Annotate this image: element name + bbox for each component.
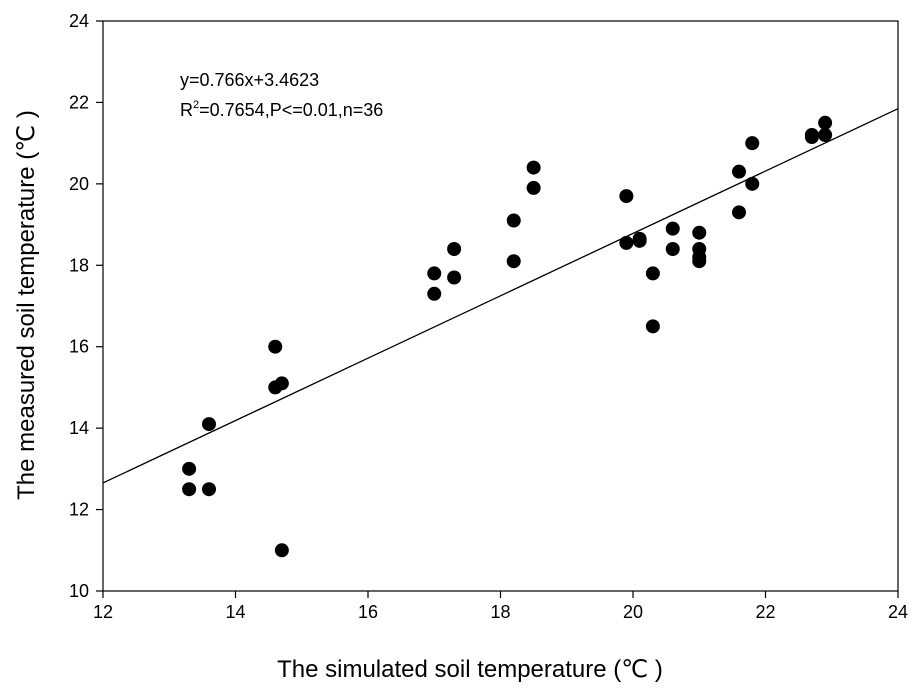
data-point [202, 417, 216, 432]
points-layer [182, 115, 833, 558]
y-tick-label: 22 [69, 92, 89, 112]
data-point [732, 205, 746, 220]
data-point [619, 189, 634, 204]
data-point [182, 482, 197, 497]
r2-prefix: R [180, 100, 193, 120]
data-point [632, 231, 647, 246]
x-tick-label: 16 [358, 602, 378, 622]
data-point [645, 266, 660, 281]
data-point [274, 543, 289, 558]
x-tick-label: 22 [755, 602, 775, 622]
regression-line [102, 108, 899, 484]
regression-equation: y=0.766x+3.4623 [180, 70, 319, 90]
y-tick-label: 20 [69, 174, 89, 194]
data-point [665, 221, 680, 236]
data-point [804, 130, 819, 145]
x-tick-label: 20 [623, 602, 643, 622]
data-point [619, 235, 634, 250]
data-point [818, 128, 833, 142]
data-point [506, 254, 521, 269]
regression-stats: R2=0.7654,P<=0.01,n=36 [180, 99, 383, 120]
data-point [427, 266, 442, 281]
data-point [506, 213, 521, 228]
data-point [745, 176, 760, 191]
y-tick-label: 14 [69, 418, 89, 438]
y-tick-label: 10 [69, 581, 89, 601]
data-point [665, 242, 680, 256]
data-point [526, 180, 541, 195]
data-point [182, 461, 197, 476]
data-point [274, 376, 289, 391]
y-tick-label: 18 [69, 255, 89, 275]
x-tick-label: 18 [490, 602, 510, 622]
x-tick-label: 12 [93, 602, 113, 622]
y-tick-label: 24 [69, 11, 89, 31]
data-point [447, 242, 462, 256]
plot-frame [102, 20, 899, 592]
data-point [745, 136, 760, 151]
data-point [526, 160, 541, 175]
data-point [818, 115, 833, 130]
data-point [427, 286, 442, 301]
x-tick-label: 24 [888, 602, 908, 622]
x-axis-label: The simulated soil temperature (℃ ) [277, 656, 663, 683]
data-point [692, 225, 707, 240]
r2-stats: =0.7654,P<=0.01,n=36 [199, 100, 383, 120]
data-point [268, 339, 283, 354]
r2-superscript: 2 [193, 99, 199, 111]
data-point [202, 482, 216, 497]
y-axis-label: The measured soil temperature (℃ ) [13, 110, 40, 500]
x-tick-label: 14 [225, 602, 245, 622]
data-point [732, 164, 746, 179]
data-point [447, 270, 462, 285]
y-tick-label: 12 [69, 500, 89, 520]
data-point [645, 319, 660, 334]
y-tick-label: 16 [69, 337, 89, 357]
data-point [692, 254, 707, 269]
